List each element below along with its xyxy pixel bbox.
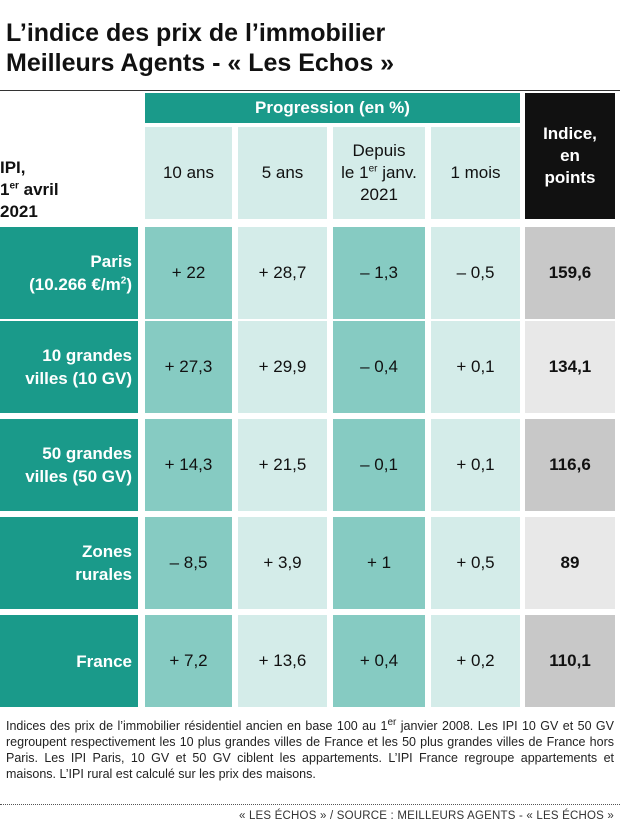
row-label-zones: Zones rurales [0, 517, 138, 609]
index-cell-zones: 89 [525, 517, 615, 609]
value-cell-50-grandes-col4: + 0,1 [431, 419, 520, 511]
column-header-1-mois: 1 mois [431, 127, 520, 219]
value-cell-50-grandes-col3: – 0,1 [333, 419, 425, 511]
chart-title: L’indice des prix de l’immobilier Meille… [6, 18, 606, 78]
source-credit: « LES ÉCHOS » / SOURCE : MEILLEURS AGENT… [238, 810, 614, 822]
ipi-line-1: IPI, [0, 158, 26, 177]
value-cell-10-grandes-col3: – 0,4 [333, 321, 425, 413]
index-header: Indice, en points [525, 93, 615, 219]
title-line-2: Meilleurs Agents - « Les Echos » [6, 49, 395, 77]
value-cell-10-grandes-col1: + 27,3 [145, 321, 232, 413]
value-cell-50-grandes-col2: + 21,5 [238, 419, 327, 511]
value-cell-paris-col1: + 22 [145, 227, 232, 319]
value-cell-zones-col4: + 0,5 [431, 517, 520, 609]
progression-header: Progression (en %) [145, 93, 520, 123]
value-cell-france-col1: + 7,2 [145, 615, 232, 707]
column-header-10-ans: 10 ans [145, 127, 232, 219]
value-cell-10-grandes-col2: + 29,9 [238, 321, 327, 413]
value-cell-france-col2: + 13,6 [238, 615, 327, 707]
index-cell-50-grandes: 116,6 [525, 419, 615, 511]
ipi-line-3: 2021 [0, 202, 38, 221]
column-header-depuis: Depuis le 1er janv. 2021 [333, 127, 425, 219]
title-line-1: L’indice des prix de l’immobilier [6, 19, 386, 47]
row-label-10-grandes: 10 grandes villes (10 GV) [0, 321, 138, 413]
row-label-50-grandes: 50 grandes villes (50 GV) [0, 419, 138, 511]
value-cell-paris-col4: – 0,5 [431, 227, 520, 319]
value-cell-50-grandes-col1: + 14,3 [145, 419, 232, 511]
value-cell-france-col4: + 0,2 [431, 615, 520, 707]
value-cell-zones-col2: + 3,9 [238, 517, 327, 609]
index-cell-paris: 159,6 [525, 227, 615, 319]
column-header-5-ans: 5 ans [238, 127, 327, 219]
value-cell-paris-col3: – 1,3 [333, 227, 425, 319]
value-cell-zones-col3: + 1 [333, 517, 425, 609]
ipi-line-2: 1er avril [0, 180, 59, 199]
value-cell-zones-col1: – 8,5 [145, 517, 232, 609]
row-label-france: France [0, 615, 138, 707]
top-rule [0, 90, 620, 91]
row-label-paris: Paris (10.266 €/m2) [0, 227, 138, 319]
price-index-table: IPI, 1er avril 2021 Progression (en %) 1… [0, 93, 620, 713]
index-cell-10-grandes: 134,1 [525, 321, 615, 413]
footnote: Indices des prix de l’immobilier résiden… [6, 716, 614, 781]
ipi-date-label: IPI, 1er avril 2021 [0, 93, 138, 223]
value-cell-10-grandes-col4: + 0,1 [431, 321, 520, 413]
index-cell-france: 110,1 [525, 615, 615, 707]
value-cell-france-col3: + 0,4 [333, 615, 425, 707]
value-cell-paris-col2: + 28,7 [238, 227, 327, 319]
dotted-rule [0, 804, 620, 805]
